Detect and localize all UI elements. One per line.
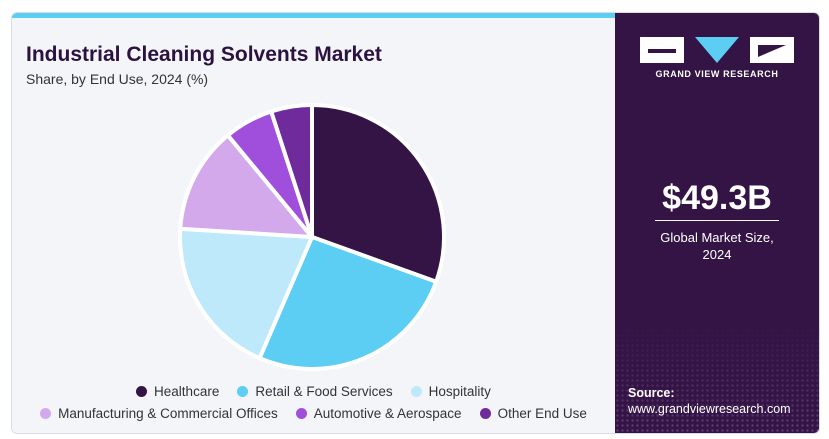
market-size-label: Global Market Size, 2024 (615, 229, 819, 263)
legend-item-hospitality: Hospitality (410, 384, 491, 399)
brand-name: GRAND VIEW RESEARCH (655, 69, 779, 79)
market-size-label-line1: Global Market Size, (660, 230, 774, 245)
accent-bar (12, 13, 615, 18)
chart-title: Industrial Cleaning Solvents Market (26, 43, 382, 66)
legend-item-other: Other End Use (479, 406, 587, 421)
legend-swatch-hospitality (410, 386, 422, 397)
pie-slice-retail-food-services (257, 235, 439, 371)
legend-swatch-automotive (295, 408, 307, 419)
legend-label-retail: Retail & Food Services (255, 384, 393, 399)
legend-item-retail: Retail & Food Services (237, 384, 393, 399)
market-size-label-line2: 2024 (702, 247, 732, 262)
chart-panel: Industrial Cleaning Solvents Market Shar… (12, 18, 615, 433)
pie-slice-hospitality (178, 226, 314, 361)
pie-slice-other-end-use (269, 103, 314, 239)
legend-item-manufacturing: Manufacturing & Commercial Offices (40, 406, 278, 421)
pie-slice-healthcare (310, 103, 446, 284)
legend-label-automotive: Automotive & Aerospace (313, 406, 462, 421)
legend-label-other: Other End Use (497, 406, 587, 421)
source-url[interactable]: www.grandviewresearch.com (628, 402, 791, 416)
value-divider (655, 220, 779, 221)
pie-chart (178, 103, 446, 371)
legend-label-hospitality: Hospitality (428, 384, 491, 399)
legend-swatch-healthcare (136, 386, 148, 397)
gvr-logo-icon (640, 37, 794, 63)
pie-slice-manufacturing-commercial-offices (178, 133, 314, 239)
legend-row-1: Healthcare Retail & Food Services Hospit… (12, 384, 615, 399)
source-note: Source: www.grandviewresearch.com (628, 385, 791, 417)
legend-swatch-retail (237, 386, 249, 397)
legend-item-automotive: Automotive & Aerospace (295, 406, 462, 421)
source-label: Source: (628, 386, 675, 400)
chart-card: Industrial Cleaning Solvents Market Shar… (11, 12, 820, 434)
legend-label-manufacturing: Manufacturing & Commercial Offices (58, 406, 278, 421)
legend-row-2: Manufacturing & Commercial Offices Autom… (12, 406, 615, 421)
market-size-value: $49.3B (662, 179, 772, 217)
legend-swatch-manufacturing (40, 408, 52, 419)
chart-subtitle: Share, by End Use, 2024 (%) (26, 71, 209, 87)
legend-item-healthcare: Healthcare (136, 384, 219, 399)
legend-label-healthcare: Healthcare (154, 384, 220, 399)
dot-pattern-decoration (615, 323, 819, 433)
legend-swatch-other (479, 408, 491, 419)
summary-panel: GRAND VIEW RESEARCH $49.3B Global Market… (615, 13, 819, 433)
